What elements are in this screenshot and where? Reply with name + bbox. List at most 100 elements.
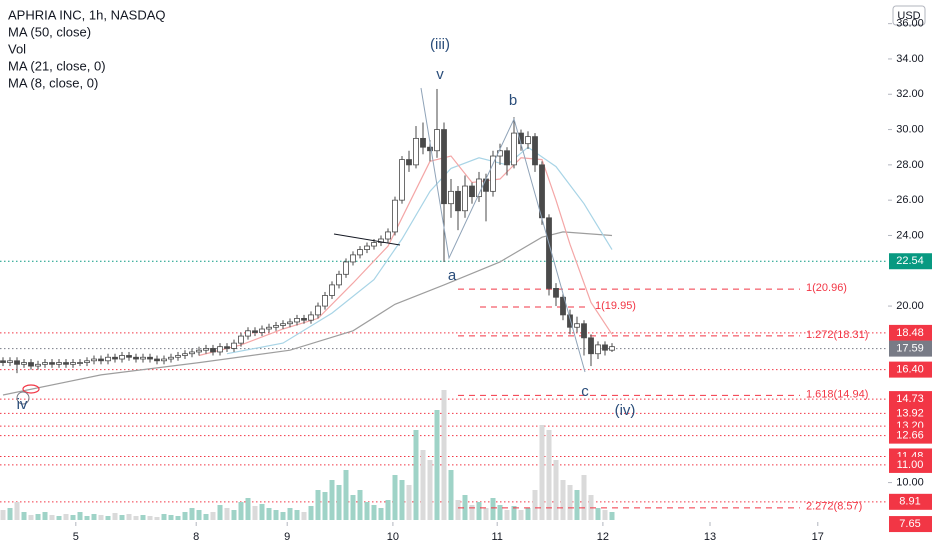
chart-title: APHRIA INC, 1h, NASDAQ [8, 7, 166, 22]
volume-bar [84, 516, 90, 520]
trend-line [333, 233, 401, 246]
volume-bar [0, 510, 6, 520]
volume-bar [462, 495, 468, 520]
volume-bar [105, 516, 111, 520]
volume-bar [77, 512, 83, 520]
candle-body [595, 344, 601, 355]
volume-bar [217, 505, 223, 520]
volume-bar [343, 470, 349, 520]
y-tick-label: 28.00 [896, 159, 924, 171]
wave-drawing [16, 87, 586, 405]
volume-bar [147, 516, 153, 520]
volume-bar [448, 470, 454, 520]
volume-bar [231, 510, 237, 520]
price-level-box [889, 253, 932, 270]
candle-body [280, 323, 286, 326]
volume-bar [504, 510, 510, 520]
volume-bar [609, 512, 615, 520]
volume-bar [560, 480, 566, 520]
y-tick-label: 30.00 [896, 123, 924, 135]
candle-body [7, 360, 13, 363]
ma-line [198, 155, 613, 357]
candle-body [399, 159, 405, 201]
x-tick-label: 12 [597, 531, 609, 543]
volume-bar [434, 410, 440, 520]
candle-body [308, 314, 314, 321]
volume-bar [581, 475, 587, 520]
price-level-box [889, 361, 932, 378]
volume-bar [371, 505, 377, 520]
legend-entry: MA (50, close) [8, 24, 91, 39]
y-tick-label: 34.00 [896, 53, 924, 65]
volume-bar [238, 502, 244, 520]
volume-bar [182, 512, 188, 520]
candle-body [56, 362, 62, 365]
candle-body [182, 353, 188, 356]
candle-body [343, 261, 349, 275]
price-level-box [889, 324, 932, 341]
candle-body [266, 326, 272, 330]
volume-bar [98, 515, 104, 520]
candle-body [532, 136, 538, 166]
candle-body [175, 355, 181, 358]
price-level-box [889, 516, 932, 533]
candle-body [574, 323, 580, 328]
volume-bar [70, 515, 76, 520]
volume-bar [301, 512, 307, 520]
fib-label: 1.618(14.94) [806, 388, 868, 400]
volume-bar [392, 475, 398, 520]
price-level-box [889, 391, 932, 408]
candle-body [70, 362, 76, 365]
candle-body [231, 342, 237, 349]
volume-bar [441, 390, 447, 520]
volume-bar [49, 515, 55, 520]
price-level-box [889, 493, 932, 510]
y-tick-label: 26.00 [896, 194, 924, 206]
wave-label: b [509, 92, 517, 109]
volume-bar [511, 506, 517, 520]
fib-label: 1(20.96) [806, 282, 847, 294]
price-level-label: 7.65 [899, 518, 920, 530]
price-level-box [889, 340, 932, 357]
x-tick-label: 11 [491, 531, 502, 543]
candle-body [371, 242, 377, 247]
currency: USD [897, 10, 920, 22]
candle-body [427, 146, 433, 152]
volume-bar [399, 480, 405, 520]
ma-line [226, 146, 613, 355]
volume-bar [140, 515, 146, 520]
candle-body [238, 335, 244, 344]
volume-bar [595, 508, 601, 520]
plot-area [0, 88, 888, 520]
volume-bar [7, 508, 13, 520]
volume-bar [252, 506, 258, 520]
volume-bar [56, 516, 62, 520]
volume-bar [350, 495, 356, 520]
candle-body [350, 254, 356, 263]
candle-body [147, 356, 153, 360]
volume-bar [420, 450, 426, 520]
volume-bar [602, 510, 608, 520]
price-level-label: 18.48 [896, 327, 924, 339]
y-tick-label: 32.00 [896, 88, 924, 100]
candle-body [119, 355, 125, 360]
volume-bar [497, 505, 503, 520]
volume-bar [308, 506, 314, 520]
candle-body [224, 346, 230, 349]
candle-body [378, 238, 384, 243]
price-level-label: 22.54 [896, 255, 924, 267]
candle-body [420, 137, 426, 148]
candle-body [462, 185, 468, 212]
volume-bar [175, 516, 181, 520]
y-tick-label: 24.00 [896, 229, 924, 241]
volume-bar [329, 480, 335, 520]
x-tick-label: 8 [193, 531, 199, 543]
wave-label: v [436, 66, 444, 83]
volume-bar [119, 515, 125, 520]
y-tick-label: 10.00 [896, 476, 924, 488]
volume-bar [406, 485, 412, 520]
volume-bar [427, 460, 433, 520]
wave-label: (iii) [430, 36, 450, 53]
volume-bar [28, 515, 34, 520]
